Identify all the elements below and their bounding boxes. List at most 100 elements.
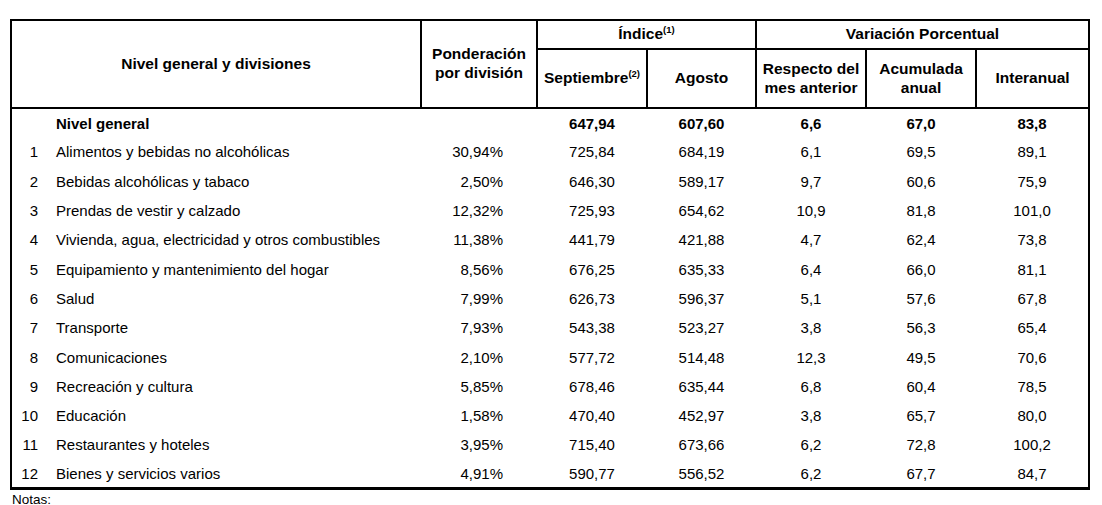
september-index-cell: 577,72 (537, 342, 647, 371)
division-number: 4 (12, 231, 38, 248)
division-name: Bienes y servicios varios (56, 465, 220, 482)
table-row: Nivel general647,94607,606,667,083,8 (11, 108, 1089, 137)
division-cell: 6Salud (11, 284, 421, 313)
header-index-group: Índice(1) (537, 20, 756, 49)
notes-label: Notas: (12, 492, 51, 505)
monthly-variation-cell: 5,1 (756, 284, 866, 313)
weight-cell: 30,94% (421, 137, 537, 166)
division-number: 3 (12, 202, 38, 219)
weight-cell: 11,38% (421, 225, 537, 254)
division-name: Recreación y cultura (56, 378, 193, 395)
monthly-variation-cell: 6,2 (756, 460, 866, 489)
september-index-cell: 676,25 (537, 254, 647, 283)
cpi-table: Nivel general y divisiones Ponderación p… (10, 19, 1090, 490)
monthly-variation-cell: 10,9 (756, 196, 866, 225)
august-index-cell: 514,48 (647, 342, 756, 371)
monthly-variation-cell: 6,8 (756, 372, 866, 401)
header-accumulated-variation: Acumulada anual (866, 49, 976, 108)
division-cell: 12 Bienes y servicios varios (11, 460, 421, 489)
september-index-cell: 590,77 (537, 460, 647, 489)
header-group-row: Nivel general y divisiones Ponderación p… (11, 20, 1089, 49)
table-header: Nivel general y divisiones Ponderación p… (11, 20, 1089, 108)
division-cell: 1Alimentos y bebidas no alcohólicas (11, 137, 421, 166)
monthly-variation-cell: 9,7 (756, 167, 866, 196)
table-row: 12 Bienes y servicios varios 4,91%590,7755… (11, 460, 1089, 489)
header-variation-group: Variación Porcentual (756, 20, 1089, 49)
weight-cell: 5,85% (421, 372, 537, 401)
division-cell: 10 Educación (11, 401, 421, 430)
table-row: 8Comunicaciones2,10%577,72514,4812,349,5… (11, 342, 1089, 371)
august-index-cell: 556,52 (647, 460, 756, 489)
interannual-variation-cell: 73,8 (976, 225, 1089, 254)
august-index-cell: 523,27 (647, 313, 756, 342)
division-name: Restaurantes y hoteles (56, 436, 209, 453)
division-number: 7 (12, 319, 38, 336)
monthly-variation-cell: 6,4 (756, 254, 866, 283)
header-september-label: Septiembre (544, 69, 628, 86)
september-index-cell: 725,84 (537, 137, 647, 166)
monthly-variation-cell: 6,1 (756, 137, 866, 166)
interannual-variation-cell: 78,5 (976, 372, 1089, 401)
header-august: Agosto (647, 49, 756, 108)
division-cell: 11Restaurantes y hoteles (11, 430, 421, 459)
august-index-cell: 635,33 (647, 254, 756, 283)
interannual-variation-cell: 89,1 (976, 137, 1089, 166)
september-index-cell: 725,93 (537, 196, 647, 225)
division-name: Educación (56, 407, 126, 424)
weight-cell: 3,95% (421, 430, 537, 459)
august-index-cell: 684,19 (647, 137, 756, 166)
header-september: Septiembre(2) (537, 49, 647, 108)
footnote-ref-1: (1) (663, 24, 675, 35)
table-row: 11Restaurantes y hoteles3,95%715,40673,6… (11, 430, 1089, 459)
september-index-cell: 715,40 (537, 430, 647, 459)
accumulated-variation-cell: 62,4 (866, 225, 976, 254)
division-number: 10 (12, 407, 38, 424)
accumulated-variation-cell: 81,8 (866, 196, 976, 225)
table-row: 5 Equipamiento y mantenimiento del hogar 8… (11, 254, 1089, 283)
weight-cell: 1,58% (421, 401, 537, 430)
monthly-variation-cell: 3,8 (756, 401, 866, 430)
division-cell: 7Transporte (11, 313, 421, 342)
weight-cell: 7,93% (421, 313, 537, 342)
september-index-cell: 543,38 (537, 313, 647, 342)
interannual-variation-cell: 81,1 (976, 254, 1089, 283)
division-name: Alimentos y bebidas no alcohólicas (56, 143, 289, 160)
division-number: 5 (12, 261, 38, 278)
division-number: 8 (12, 349, 38, 366)
division-number: 12 (12, 465, 38, 482)
accumulated-variation-cell: 67,7 (866, 460, 976, 489)
division-name: Equipamiento y mantenimiento del hogar (56, 261, 329, 278)
cpi-table-container: Nivel general y divisiones Ponderación p… (10, 19, 1090, 490)
table-row: 6Salud7,99%626,73596,375,157,667,8 (11, 284, 1089, 313)
header-weight: Ponderación por división (421, 20, 537, 108)
accumulated-variation-cell: 72,8 (866, 430, 976, 459)
division-name: Bebidas alcohólicas y tabaco (56, 173, 249, 190)
monthly-variation-cell: 6,2 (756, 430, 866, 459)
division-cell: 2 Bebidas alcohólicas y tabaco (11, 167, 421, 196)
august-index-cell: 452,97 (647, 401, 756, 430)
september-index-cell: 647,94 (537, 108, 647, 137)
interannual-variation-cell: 65,4 (976, 313, 1089, 342)
header-monthly-variation: Respecto del mes anterior (756, 49, 866, 108)
september-index-cell: 441,79 (537, 225, 647, 254)
interannual-variation-cell: 75,9 (976, 167, 1089, 196)
accumulated-variation-cell: 66,0 (866, 254, 976, 283)
table-row: 7Transporte7,93%543,38523,273,856,365,4 (11, 313, 1089, 342)
weight-cell: 7,99% (421, 284, 537, 313)
table-row: 9Recreación y cultura5,85%678,46635,446,… (11, 372, 1089, 401)
header-division: Nivel general y divisiones (11, 20, 421, 108)
table-row: 10Educación1,58%470,40452,973,865,780,0 (11, 401, 1089, 430)
monthly-variation-cell: 6,6 (756, 108, 866, 137)
interannual-variation-cell: 83,8 (976, 108, 1089, 137)
interannual-variation-cell: 80,0 (976, 401, 1089, 430)
interannual-variation-cell: 84,7 (976, 460, 1089, 489)
august-index-cell: 421,88 (647, 225, 756, 254)
august-index-cell: 654,62 (647, 196, 756, 225)
september-index-cell: 646,30 (537, 167, 647, 196)
weight-cell: 4,91% (421, 460, 537, 489)
division-number: 2 (12, 173, 38, 190)
division-name: Comunicaciones (56, 349, 167, 366)
accumulated-variation-cell: 60,6 (866, 167, 976, 196)
division-number: 6 (12, 290, 38, 307)
weight-cell (421, 108, 537, 137)
